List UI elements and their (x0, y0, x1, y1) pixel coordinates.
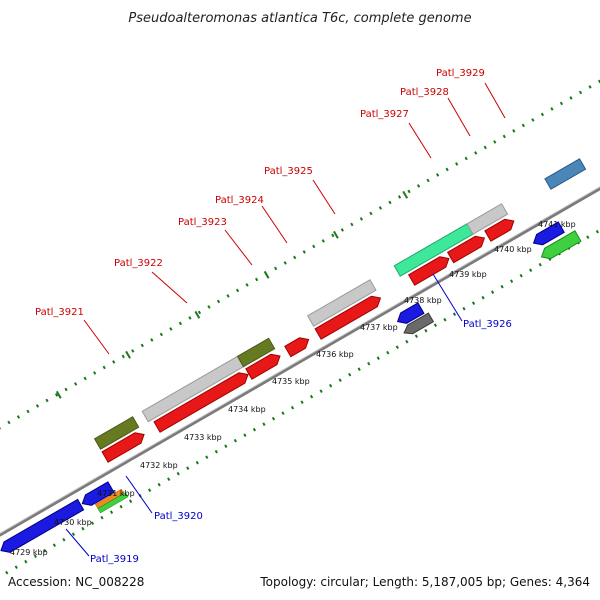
gene-3919-arrow (0, 498, 85, 553)
gene-label: Patl_3927 (360, 109, 409, 120)
gene-3928-arrow (446, 235, 486, 264)
map-title: Pseudoalteromonas atlantica T6c, complet… (128, 11, 471, 26)
tick-label: 4733 kbp (184, 433, 222, 442)
gene-labels: Patl_3921 Patl_3922 Patl_3923 Patl_3924 … (35, 68, 512, 565)
gene-3920a-arrow (81, 481, 115, 506)
tick-label: 4736 kbp (316, 350, 354, 359)
outer-tick-track (0, 73, 600, 496)
gene-3925-arrow (314, 295, 382, 340)
gene-3925-bar-top (306, 279, 377, 327)
gene-3924-arrow (245, 353, 281, 380)
gene-far-right-bar-top (544, 158, 587, 190)
tick-label: 4737 kbp (360, 323, 398, 332)
gene-label: Patl_3928 (400, 87, 449, 98)
tick-label: 4734 kbp (228, 405, 266, 414)
label-leaders (65, 82, 506, 557)
gene-label: Patl_3921 (35, 307, 84, 318)
gene-far-right-arrow (532, 221, 565, 246)
forward-features (93, 158, 587, 463)
gene-3926a-arrow (396, 302, 425, 324)
gene-label: Patl_3925 (264, 166, 313, 177)
tick-label: 4738 kbp (404, 296, 442, 305)
outer-major-ticks (55, 190, 409, 399)
gene-label: Patl_3920 (154, 511, 203, 522)
gene-label: Patl_3919 (90, 554, 139, 565)
tick-label: 4729 kbp (10, 548, 48, 557)
gene-label: Patl_3926 (463, 319, 512, 330)
inner-tick-track (0, 184, 600, 600)
gene-label: Patl_3922 (114, 258, 163, 269)
gene-label: Patl_3924 (215, 195, 264, 206)
tick-label: 4735 kbp (272, 377, 310, 386)
gene-3927-arrow (407, 256, 450, 286)
tick-label: 4732 kbp (140, 461, 178, 470)
backbone-line (0, 153, 600, 577)
gene-3921-bar-top (93, 416, 140, 450)
tick-label: 4740 kbp (494, 245, 532, 254)
gene-3926-arrow (403, 312, 435, 335)
track-area (0, 73, 600, 600)
gene-3925-small-arrow (284, 337, 310, 358)
tick-label: 4741 kbp (538, 220, 576, 229)
gene-3929-bar-top (466, 203, 509, 235)
gene-3929-arrow (484, 218, 515, 242)
gene-3923-bar-top (236, 337, 276, 368)
tick-label: 4731 kbp (97, 489, 135, 498)
tick-label: 4730 kbp (54, 518, 92, 527)
gene-3922-arrow (153, 372, 249, 433)
gene-label: Patl_3929 (436, 68, 485, 79)
genome-summary-text: Topology: circular; Length: 5,187,005 bp… (259, 575, 590, 589)
gene-3921-arrow (101, 432, 145, 463)
gene-label: Patl_3923 (178, 217, 227, 228)
backbone-highlight (0, 153, 600, 575)
gene-3920-green-bar (97, 492, 129, 514)
tick-labels: 4729 kbp 4730 kbp 4731 kbp 4732 kbp 4733… (10, 220, 576, 557)
gene-far-right-green-arrow (540, 230, 582, 260)
reverse-features (0, 221, 582, 553)
tick-label: 4739 kbp (449, 270, 487, 279)
accession-text: Accession: NC_008228 (8, 575, 144, 589)
